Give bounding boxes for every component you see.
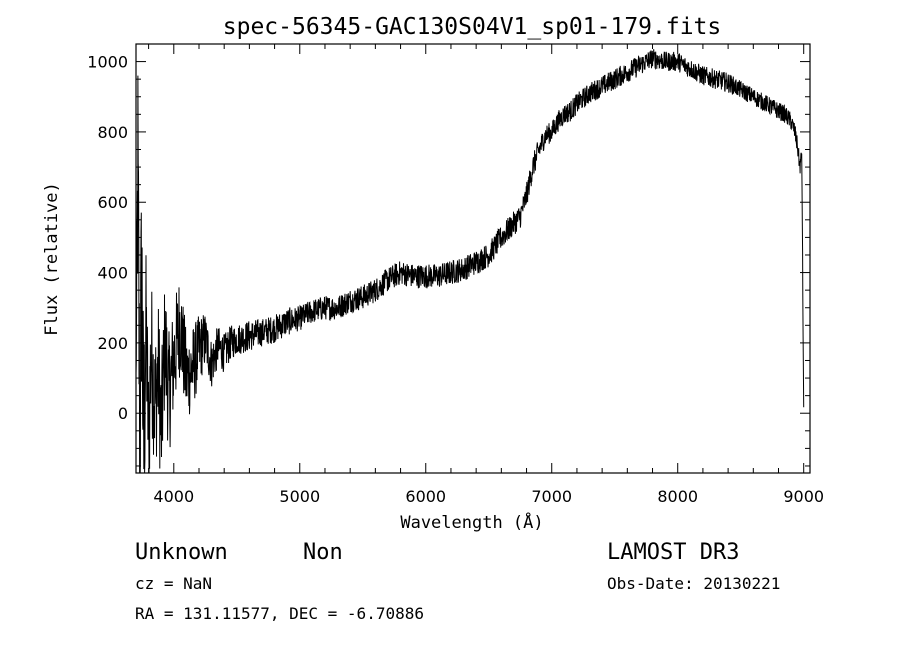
x-tick-label: 9000 bbox=[783, 487, 824, 506]
y-axis-label: Flux (relative) bbox=[42, 182, 62, 336]
chart-title: spec-56345-GAC130S04V1_sp01-179.fits bbox=[223, 14, 722, 40]
x-tick-label: 8000 bbox=[657, 487, 698, 506]
y-tick-label: 600 bbox=[97, 193, 128, 212]
redshift-cz: cz = NaN bbox=[135, 574, 212, 593]
y-tick-label: 1000 bbox=[87, 53, 128, 72]
object-name: Unknown bbox=[135, 540, 228, 565]
y-tick-label: 0 bbox=[118, 404, 128, 423]
y-tick-label: 200 bbox=[97, 334, 128, 353]
x-tick-labels: 4000 5000 6000 7000 8000 9000 bbox=[153, 487, 824, 506]
x-tick-label: 7000 bbox=[531, 487, 572, 506]
plot-area: 4000 5000 6000 7000 8000 9000 0 200 400 600 800 10… bbox=[87, 43, 824, 506]
x-tick-label: 5000 bbox=[279, 487, 320, 506]
survey-name: LAMOST DR3 bbox=[607, 540, 739, 565]
obs-date: Obs-Date: 20130221 bbox=[607, 574, 780, 593]
spectrum-line bbox=[135, 49, 805, 474]
x-tick-label: 6000 bbox=[405, 487, 446, 506]
y-tick-label: 400 bbox=[97, 264, 128, 283]
x-tick-label: 4000 bbox=[153, 487, 194, 506]
object-class: Non bbox=[303, 540, 343, 565]
coordinates: RA = 131.11577, DEC = -6.70886 bbox=[135, 604, 424, 623]
y-tick-labels: 0 200 400 600 800 1000 bbox=[87, 53, 128, 424]
x-axis-label: Wavelength (Å) bbox=[400, 511, 543, 533]
plot-frame bbox=[135, 43, 811, 474]
y-tick-label: 800 bbox=[97, 123, 128, 142]
